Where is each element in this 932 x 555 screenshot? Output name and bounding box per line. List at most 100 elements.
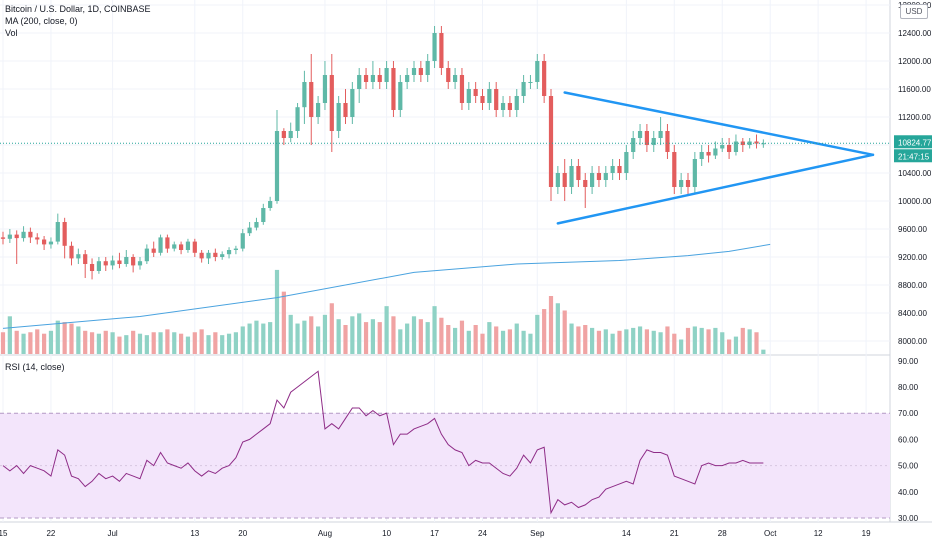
volume-bar — [261, 323, 266, 354]
candle-body — [302, 82, 307, 108]
price-tick-label: 8800.00 — [898, 281, 927, 290]
volume-bar — [473, 325, 478, 354]
ma-200-polyline — [2, 243, 771, 329]
candle-body — [651, 138, 656, 145]
volume-bar — [685, 327, 691, 354]
volume-bar — [679, 339, 684, 354]
time-tick-label: 13 — [190, 529, 199, 538]
candle-body — [713, 148, 718, 156]
time-tick-label: Sep — [530, 529, 545, 538]
candle-body — [42, 239, 47, 245]
volume-bar — [637, 326, 643, 354]
countdown-label: 21:47:15 — [898, 152, 930, 161]
volume-bar — [617, 330, 622, 354]
volume-bar — [603, 329, 608, 354]
volume-bar — [343, 325, 348, 354]
volume-bar — [199, 329, 204, 354]
volume-bar — [569, 323, 574, 354]
candle-body — [7, 234, 12, 239]
volume-bar — [240, 326, 245, 354]
volume-bar — [185, 336, 191, 354]
candle-body — [569, 166, 574, 187]
candle-body — [35, 237, 40, 240]
volume-bar — [370, 319, 375, 354]
rsi-polyline — [2, 370, 764, 515]
candle-body — [336, 103, 341, 131]
candle-body — [281, 131, 286, 138]
volume-bar — [83, 330, 88, 354]
price-tick-label: 9200.00 — [898, 253, 927, 262]
candle-body — [432, 33, 437, 61]
volume-bar — [89, 332, 95, 354]
rsi-legend[interactable]: RSI (14, close) — [5, 362, 65, 372]
volume-bar — [254, 320, 259, 354]
volume-bar — [117, 336, 122, 354]
symbol-legend[interactable]: Bitcoin / U.S. Dollar, 1D, COINBASE — [5, 4, 151, 14]
volume-bar — [713, 327, 718, 354]
candle-body — [274, 131, 280, 201]
candle-body — [679, 180, 684, 187]
volume-bar — [76, 326, 81, 354]
candle-body — [658, 131, 663, 138]
volume-bar — [247, 323, 252, 354]
candle-body — [446, 68, 451, 82]
candle-body — [185, 241, 191, 250]
price-tick-label: 9600.00 — [898, 225, 927, 234]
volume-bar — [377, 322, 382, 354]
triangle-lower-trendline — [556, 153, 875, 225]
currency-button[interactable]: USD — [900, 4, 928, 19]
ma-legend[interactable]: MA (200, close, 0) — [5, 16, 78, 26]
volume-bar — [596, 330, 602, 354]
volume-bar — [233, 332, 238, 354]
volume-bar — [720, 332, 725, 354]
candle-body — [370, 75, 375, 82]
candle-body — [637, 131, 643, 138]
volume-bar — [309, 316, 314, 354]
candle-body — [28, 231, 33, 238]
candle-body — [89, 264, 95, 271]
candle-body — [220, 254, 225, 257]
vol-legend[interactable]: Vol — [5, 28, 18, 38]
candle-body — [14, 234, 19, 239]
volume-bar — [425, 322, 430, 354]
volume-bar — [137, 333, 143, 354]
volume-bar — [14, 330, 19, 354]
last-price-box — [894, 135, 932, 149]
candle-body — [740, 141, 745, 145]
candle-body — [233, 248, 238, 250]
volume-bar — [55, 320, 60, 354]
volume-bar — [0, 332, 6, 354]
volume-bar — [542, 309, 547, 354]
candle-body — [603, 173, 608, 180]
candle-body — [0, 237, 6, 239]
candle-body — [576, 166, 581, 180]
volume-bar — [103, 330, 108, 354]
candle-body — [631, 138, 636, 152]
time-axis: 15 22 Jul 13 20 Aug 10 17 24 Sep 14 21 28 Oct 12 19 — [0, 529, 871, 538]
symmetrical-triangle[interactable] — [556, 91, 875, 225]
volume-bar — [192, 332, 197, 354]
candle-body — [425, 61, 430, 75]
candle-body — [665, 131, 670, 152]
price-tick-label: 11200.00 — [898, 113, 931, 122]
candle-body — [514, 96, 519, 110]
candle-body — [363, 75, 369, 82]
candle-body — [644, 131, 649, 145]
candle-body — [124, 257, 129, 264]
candle-body — [76, 254, 81, 259]
volume-bar — [131, 330, 136, 354]
volume-bar — [411, 316, 417, 354]
rsi-tick-label: 50.00 — [898, 462, 919, 471]
candle-body — [590, 173, 595, 187]
volume-bar — [316, 326, 321, 354]
volume-bar — [699, 327, 704, 354]
candle-body — [473, 89, 478, 96]
candle-body — [535, 61, 540, 82]
volume-bar — [363, 322, 369, 354]
volume-bar — [21, 333, 26, 354]
volume-bar — [48, 330, 54, 354]
candle-body — [480, 96, 485, 103]
candle-body — [55, 222, 60, 242]
